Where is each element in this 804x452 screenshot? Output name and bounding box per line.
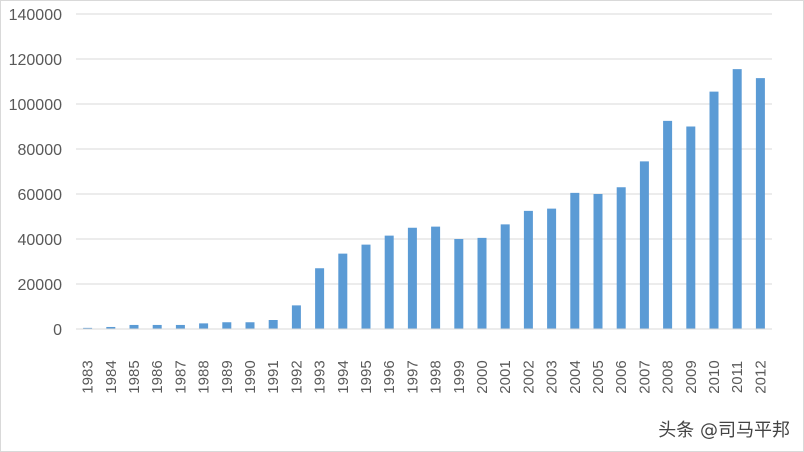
y-tick-label: 60000	[18, 187, 63, 204]
bar-1999	[454, 239, 464, 329]
bar-2002	[523, 210, 533, 329]
x-tick-label: 2004	[567, 360, 584, 393]
x-tick-label: 1991	[265, 360, 282, 393]
x-tick-label: 1987	[172, 360, 189, 393]
x-tick-label: 1983	[80, 360, 97, 393]
bar-1991	[268, 320, 278, 329]
bar-2008	[663, 120, 673, 329]
x-tick-label: 2002	[520, 360, 537, 393]
x-tick-label: 2011	[729, 361, 746, 393]
y-tick-label: 20000	[18, 277, 63, 294]
bar-1993	[315, 268, 325, 329]
y-tick-label: 120000	[9, 52, 62, 69]
x-tick-label: 2003	[544, 360, 561, 393]
x-tick-label: 2009	[683, 360, 700, 393]
y-tick-label: 0	[53, 322, 62, 339]
x-tick-label: 1989	[219, 360, 236, 393]
bar-1985	[129, 324, 139, 329]
x-tick-label: 1995	[358, 360, 375, 393]
bar-2011	[732, 69, 742, 329]
bar-2003	[547, 208, 557, 329]
bar-1989	[222, 322, 232, 329]
bar-1984	[106, 326, 116, 329]
bars	[83, 69, 765, 329]
x-tick-label: 1986	[149, 360, 166, 393]
bar-2005	[593, 194, 603, 329]
bar-2007	[639, 161, 649, 329]
bar-1998	[431, 226, 441, 329]
x-tick-label: 2005	[590, 360, 607, 393]
bar-2000	[477, 237, 487, 329]
x-tick-label: 2000	[474, 360, 491, 393]
x-tick-label: 2010	[706, 360, 723, 393]
x-tick-label: 1988	[196, 360, 213, 393]
bar-1992	[291, 305, 301, 329]
y-tick-label: 40000	[18, 232, 63, 249]
x-tick-label: 2007	[636, 360, 653, 393]
x-tick-label: 2008	[660, 360, 677, 393]
bar-2010	[709, 91, 719, 329]
bar-2004	[570, 192, 580, 329]
x-tick-label: 2006	[613, 360, 630, 393]
bar-2012	[755, 78, 765, 329]
bar-2009	[686, 126, 696, 329]
x-tick-label: 1999	[451, 360, 468, 393]
bar-1988	[199, 323, 209, 329]
x-tick-label: 2012	[752, 360, 769, 393]
bar-1983	[83, 327, 93, 329]
x-tick-label: 1993	[312, 360, 329, 393]
x-tick-label: 1996	[381, 360, 398, 393]
bar-1990	[245, 322, 255, 329]
y-tick-label: 100000	[9, 97, 62, 114]
bar-1997	[407, 227, 417, 329]
x-tick-label: 2001	[497, 360, 514, 393]
x-tick-label: 1994	[335, 360, 352, 393]
x-axis-ticks: 1983 1984 1985 1986 1987 1988 1989 1990 1991 1992…	[80, 360, 770, 393]
bar-1987	[175, 324, 185, 329]
y-tick-label: 80000	[18, 142, 63, 159]
x-tick-label: 1984	[103, 360, 120, 393]
watermark: 头条 @司马平邦	[658, 420, 790, 441]
bar-1986	[152, 324, 162, 329]
bar-1994	[338, 253, 348, 329]
bar-1996	[384, 235, 394, 329]
x-tick-label: 1992	[288, 360, 305, 393]
bar-1995	[361, 244, 371, 329]
gridlines	[76, 13, 772, 285]
bar-2001	[500, 224, 510, 329]
bar-2006	[616, 187, 626, 329]
x-tick-label: 1998	[428, 360, 445, 393]
x-tick-label: 1997	[404, 360, 421, 393]
y-axis-ticks: 0 20000 40000 60000 80000 100000 120000 140000	[9, 7, 62, 339]
x-tick-label: 1990	[242, 360, 259, 393]
y-tick-label: 140000	[9, 7, 62, 24]
x-tick-label: 1985	[126, 360, 143, 393]
